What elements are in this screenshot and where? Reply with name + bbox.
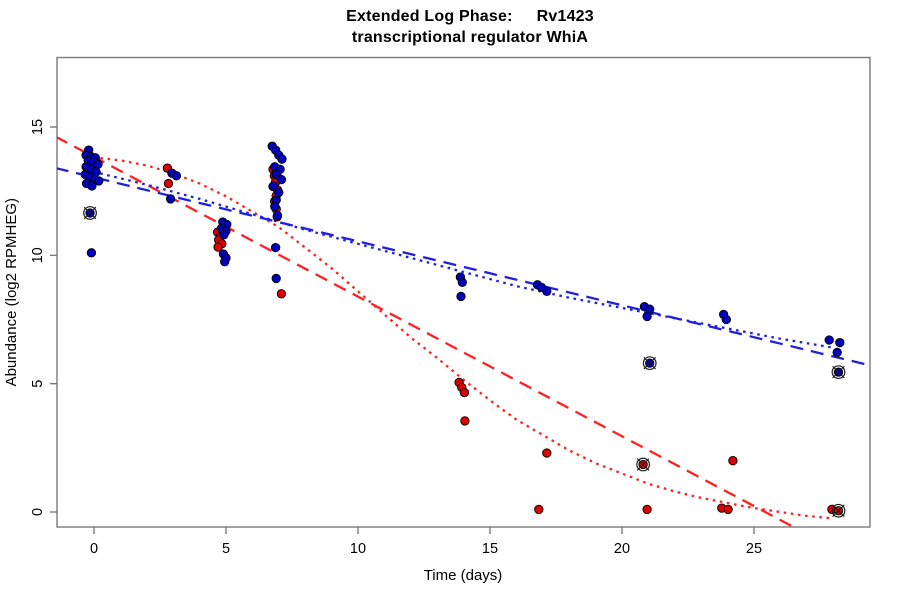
data-point-blue bbox=[277, 154, 287, 164]
data-point-blue bbox=[642, 311, 652, 322]
data-point-blue bbox=[835, 337, 845, 348]
data-point-blue bbox=[93, 159, 103, 169]
x-axis-label: Time (days) bbox=[423, 567, 503, 584]
data-point-red bbox=[276, 289, 287, 299]
data-point-red bbox=[213, 242, 223, 252]
data-point-blue bbox=[271, 273, 281, 284]
outlier-marker-blue bbox=[642, 356, 657, 371]
outlier-marker-red bbox=[636, 457, 651, 472]
x-tick-label: 20 bbox=[614, 541, 630, 557]
data-point-red bbox=[542, 448, 552, 458]
data-point-red bbox=[723, 504, 733, 515]
outlier-marker-blue bbox=[83, 206, 97, 220]
data-point-blue bbox=[274, 187, 284, 198]
x-tick-label: 15 bbox=[482, 541, 498, 557]
x-tick-label: 0 bbox=[90, 541, 98, 557]
data-point-blue bbox=[270, 242, 281, 253]
data-point-blue bbox=[87, 181, 97, 191]
fit-line-red-linear bbox=[57, 136, 797, 527]
y-axis-label: Abundance (log2 RPMHEG) bbox=[2, 198, 20, 387]
data-point-blue bbox=[721, 314, 731, 325]
data-point-blue bbox=[824, 335, 834, 345]
plot-border bbox=[56, 56, 871, 528]
x-tick-label: 25 bbox=[746, 541, 762, 557]
outlier-marker-red bbox=[831, 503, 846, 518]
outlier-marker-blue bbox=[831, 365, 846, 380]
data-point-blue bbox=[457, 277, 467, 287]
data-point-blue bbox=[165, 194, 176, 204]
chart-title-gene: Rv1423 bbox=[536, 8, 594, 25]
chart-title: Extended Log Phase: Rv1423 bbox=[40, 8, 900, 26]
data-point-red bbox=[460, 416, 470, 426]
y-tick-label: 10 bbox=[30, 247, 46, 263]
fit-line-blue-curve bbox=[85, 169, 834, 349]
data-point-blue bbox=[456, 291, 466, 302]
fit-line-blue-linear bbox=[57, 167, 870, 367]
data-point-blue bbox=[171, 171, 182, 181]
data-point-blue bbox=[832, 347, 842, 358]
x-tick-label: 5 bbox=[222, 541, 230, 557]
fit-line-red-curve bbox=[85, 155, 834, 520]
data-point-red bbox=[459, 387, 470, 398]
data-point-blue bbox=[268, 181, 279, 191]
data-point-blue bbox=[270, 201, 280, 212]
data-point-red bbox=[642, 504, 652, 515]
x-tick-label: 10 bbox=[350, 541, 366, 557]
data-point-blue bbox=[276, 174, 287, 185]
data-point-red bbox=[163, 178, 174, 189]
data-point-red bbox=[534, 504, 544, 515]
chart-title-text: Extended Log Phase: bbox=[346, 8, 513, 25]
data-point-blue bbox=[86, 248, 97, 258]
y-tick-label: 0 bbox=[30, 508, 46, 516]
y-tick-label: 15 bbox=[30, 119, 46, 135]
data-point-blue bbox=[219, 230, 229, 240]
data-point-blue bbox=[220, 257, 230, 267]
chart-subtitle: transcriptional regulator WhiA bbox=[351, 29, 589, 46]
data-point-blue bbox=[94, 176, 104, 186]
data-point-blue bbox=[542, 286, 552, 296]
data-point-blue bbox=[272, 210, 283, 221]
y-tick-label: 5 bbox=[30, 380, 46, 388]
data-point-red bbox=[728, 456, 738, 466]
